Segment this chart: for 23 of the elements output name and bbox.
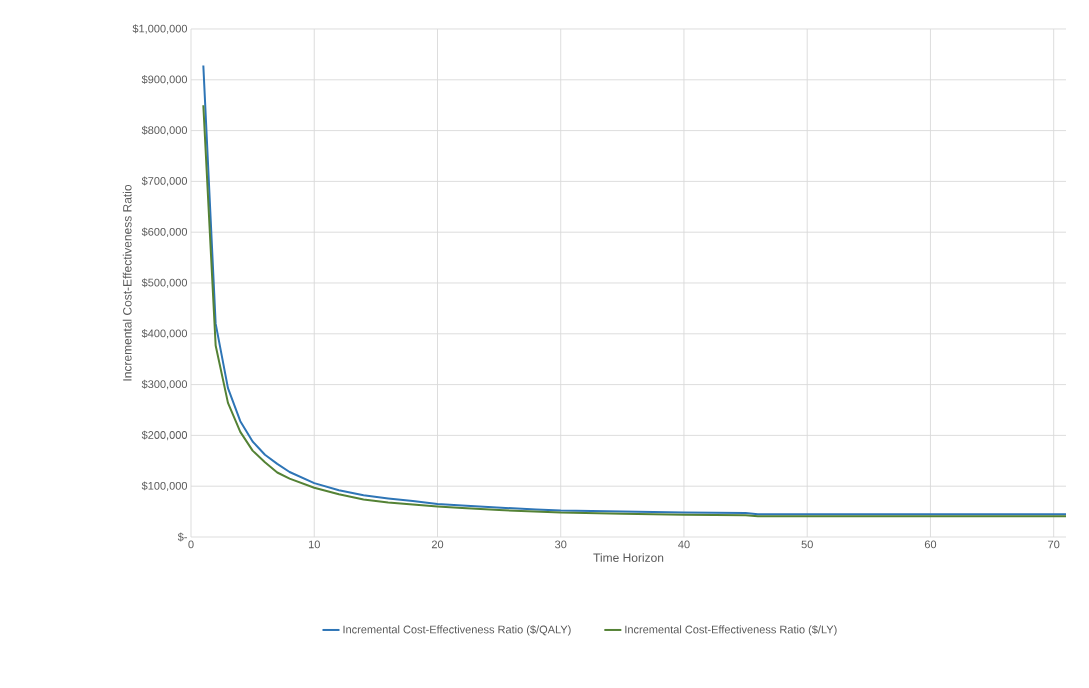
x-tick-label: 70 bbox=[1048, 540, 1060, 549]
y-tick-label: $500,000 bbox=[141, 278, 188, 288]
y-tick-label: $700,000 bbox=[141, 176, 188, 187]
y-tick-label: $- bbox=[177, 532, 187, 542]
y-tick-label: $200,000 bbox=[141, 430, 188, 441]
y-tick-label: $100,000 bbox=[141, 481, 188, 491]
y-tick-label: $400,000 bbox=[141, 329, 188, 339]
x-tick-label: 40 bbox=[678, 540, 690, 549]
x-tick-label: 10 bbox=[308, 540, 320, 549]
x-tick-label: 30 bbox=[555, 540, 567, 549]
y-tick-label: $800,000 bbox=[141, 125, 188, 136]
y-tick-label: $1,000,000 bbox=[132, 24, 188, 34]
legend-label: Incremental Cost-Effectiveness Ratio ($/LY) bbox=[625, 625, 837, 636]
y-tick-label: $300,000 bbox=[141, 379, 188, 390]
y-axis-title: Incremental Cost-Effectiveness Ratio bbox=[122, 184, 132, 381]
y-tick-label: $600,000 bbox=[141, 227, 188, 237]
x-tick-label: 60 bbox=[924, 540, 937, 549]
x-tick-label: 50 bbox=[801, 540, 813, 549]
legend-label: Incremental Cost-Effectiveness Ratio ($/QALY) bbox=[343, 625, 571, 636]
x-axis-title: Time Horizon bbox=[593, 553, 664, 562]
x-tick-label: 20 bbox=[431, 540, 444, 549]
y-tick-label: $900,000 bbox=[141, 75, 188, 85]
x-tick-label: 0 bbox=[188, 540, 194, 549]
